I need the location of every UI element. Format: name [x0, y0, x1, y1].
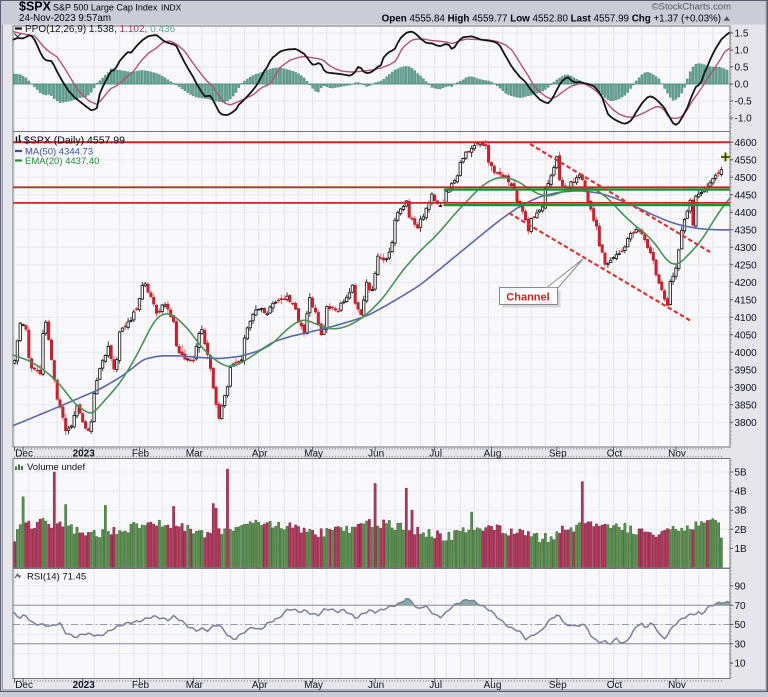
svg-text:3850: 3850 [735, 400, 758, 411]
svg-text:Feb: Feb [132, 449, 150, 460]
svg-text:4600: 4600 [735, 138, 758, 149]
svg-text:4250: 4250 [735, 260, 758, 271]
svg-text:4500: 4500 [735, 173, 758, 184]
svg-text:$SPX: $SPX [19, 0, 52, 14]
svg-text:30: 30 [735, 639, 747, 650]
svg-text:1.5: 1.5 [735, 29, 749, 40]
svg-text:Aug: Aug [484, 680, 502, 691]
svg-text:©StockCharts.com: ©StockCharts.com [652, 2, 731, 13]
svg-text:Oct: Oct [607, 680, 623, 691]
svg-text:Oct: Oct [607, 449, 623, 460]
svg-text:MA(50) 4344.73: MA(50) 4344.73 [25, 147, 93, 158]
svg-text:4300: 4300 [735, 243, 758, 254]
svg-text:4100: 4100 [735, 313, 758, 324]
svg-text:May: May [304, 449, 323, 460]
svg-text:4000: 4000 [735, 348, 758, 359]
svg-text:2023: 2023 [73, 680, 96, 691]
svg-text:INDX: INDX [161, 3, 182, 13]
svg-text:70: 70 [735, 601, 747, 612]
svg-text:May: May [304, 680, 323, 691]
svg-text:-1.0: -1.0 [735, 114, 753, 125]
svg-text:Sep: Sep [549, 449, 567, 460]
svg-text:4450: 4450 [735, 190, 758, 201]
svg-text:Feb: Feb [132, 680, 150, 691]
svg-text:EMA(20) 4437.40: EMA(20) 4437.40 [25, 156, 99, 167]
svg-text:Jun: Jun [368, 449, 384, 460]
svg-text:3950: 3950 [735, 365, 758, 376]
svg-text:PPO(12,26,9) 1.538, 1.102, 0.4: PPO(12,26,9) 1.538, 1.102, 0.436 [25, 24, 176, 35]
svg-text:Channel: Channel [506, 292, 549, 304]
svg-text:Mar: Mar [186, 680, 204, 691]
svg-text:0.5: 0.5 [735, 63, 749, 74]
svg-text:$SPX (Daily) 4557.99: $SPX (Daily) 4557.99 [24, 135, 125, 147]
svg-text:3900: 3900 [735, 383, 758, 394]
svg-text:Nov: Nov [668, 449, 686, 460]
svg-text:Nov: Nov [668, 680, 686, 691]
svg-text:Dec: Dec [15, 680, 33, 691]
svg-text:90: 90 [735, 581, 747, 592]
svg-text:Volume undef: Volume undef [27, 462, 85, 473]
svg-text:Aug: Aug [484, 449, 502, 460]
svg-text:Mar: Mar [186, 449, 204, 460]
svg-text:24-Nov-2023 9:57am: 24-Nov-2023 9:57am [19, 13, 111, 24]
svg-text:2B: 2B [735, 525, 748, 536]
svg-text:Jun: Jun [368, 680, 384, 691]
svg-text:4200: 4200 [735, 278, 758, 289]
svg-text:Apr: Apr [252, 680, 268, 691]
svg-text:4050: 4050 [735, 330, 758, 341]
svg-text:S&P 500 Large Cap Index: S&P 500 Large Cap Index [53, 3, 158, 13]
svg-text:10: 10 [735, 659, 747, 670]
svg-text:3800: 3800 [735, 418, 758, 429]
svg-text:50: 50 [735, 620, 747, 631]
svg-text:Apr: Apr [252, 449, 268, 460]
svg-text:Jul: Jul [429, 449, 442, 460]
svg-text:1.0: 1.0 [735, 46, 749, 57]
svg-text:3B: 3B [735, 506, 748, 517]
svg-text:Dec: Dec [15, 449, 33, 460]
svg-text:0.0: 0.0 [735, 80, 749, 91]
svg-text:5B: 5B [735, 468, 748, 479]
svg-text:2023: 2023 [73, 449, 96, 460]
svg-text:Sep: Sep [549, 680, 567, 691]
svg-text:4350: 4350 [735, 225, 758, 236]
svg-text:RSI(14) 71.45: RSI(14) 71.45 [27, 572, 86, 583]
svg-text:Open 4555.84 High 4559.77 Low: Open 4555.84 High 4559.77 Low 4552.80 La… [382, 14, 721, 25]
svg-text:4150: 4150 [735, 295, 758, 306]
svg-text:1B: 1B [735, 544, 748, 555]
svg-text:Jul: Jul [429, 680, 442, 691]
svg-text:4400: 4400 [735, 208, 758, 219]
svg-text:4B: 4B [735, 487, 748, 498]
svg-text:4550: 4550 [735, 155, 758, 166]
svg-text:-0.5: -0.5 [735, 97, 753, 108]
